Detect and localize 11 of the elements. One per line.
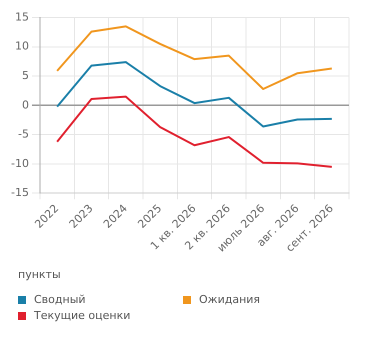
legend-label: Текущие оценки [34, 309, 130, 322]
y-tick-label: 5 [22, 69, 29, 82]
y-tick-label: 10 [14, 40, 29, 53]
y-tick-label: -15 [11, 186, 29, 200]
y-tick-label: -10 [11, 156, 29, 170]
text: пункты [18, 268, 62, 281]
y-tick-label: -5 [18, 128, 29, 141]
y-tick-label: 0 [22, 98, 29, 112]
legend-label: Сводный [34, 293, 86, 306]
y-tick-label: 15 [14, 10, 29, 24]
legend-label: Ожидания [199, 293, 260, 306]
